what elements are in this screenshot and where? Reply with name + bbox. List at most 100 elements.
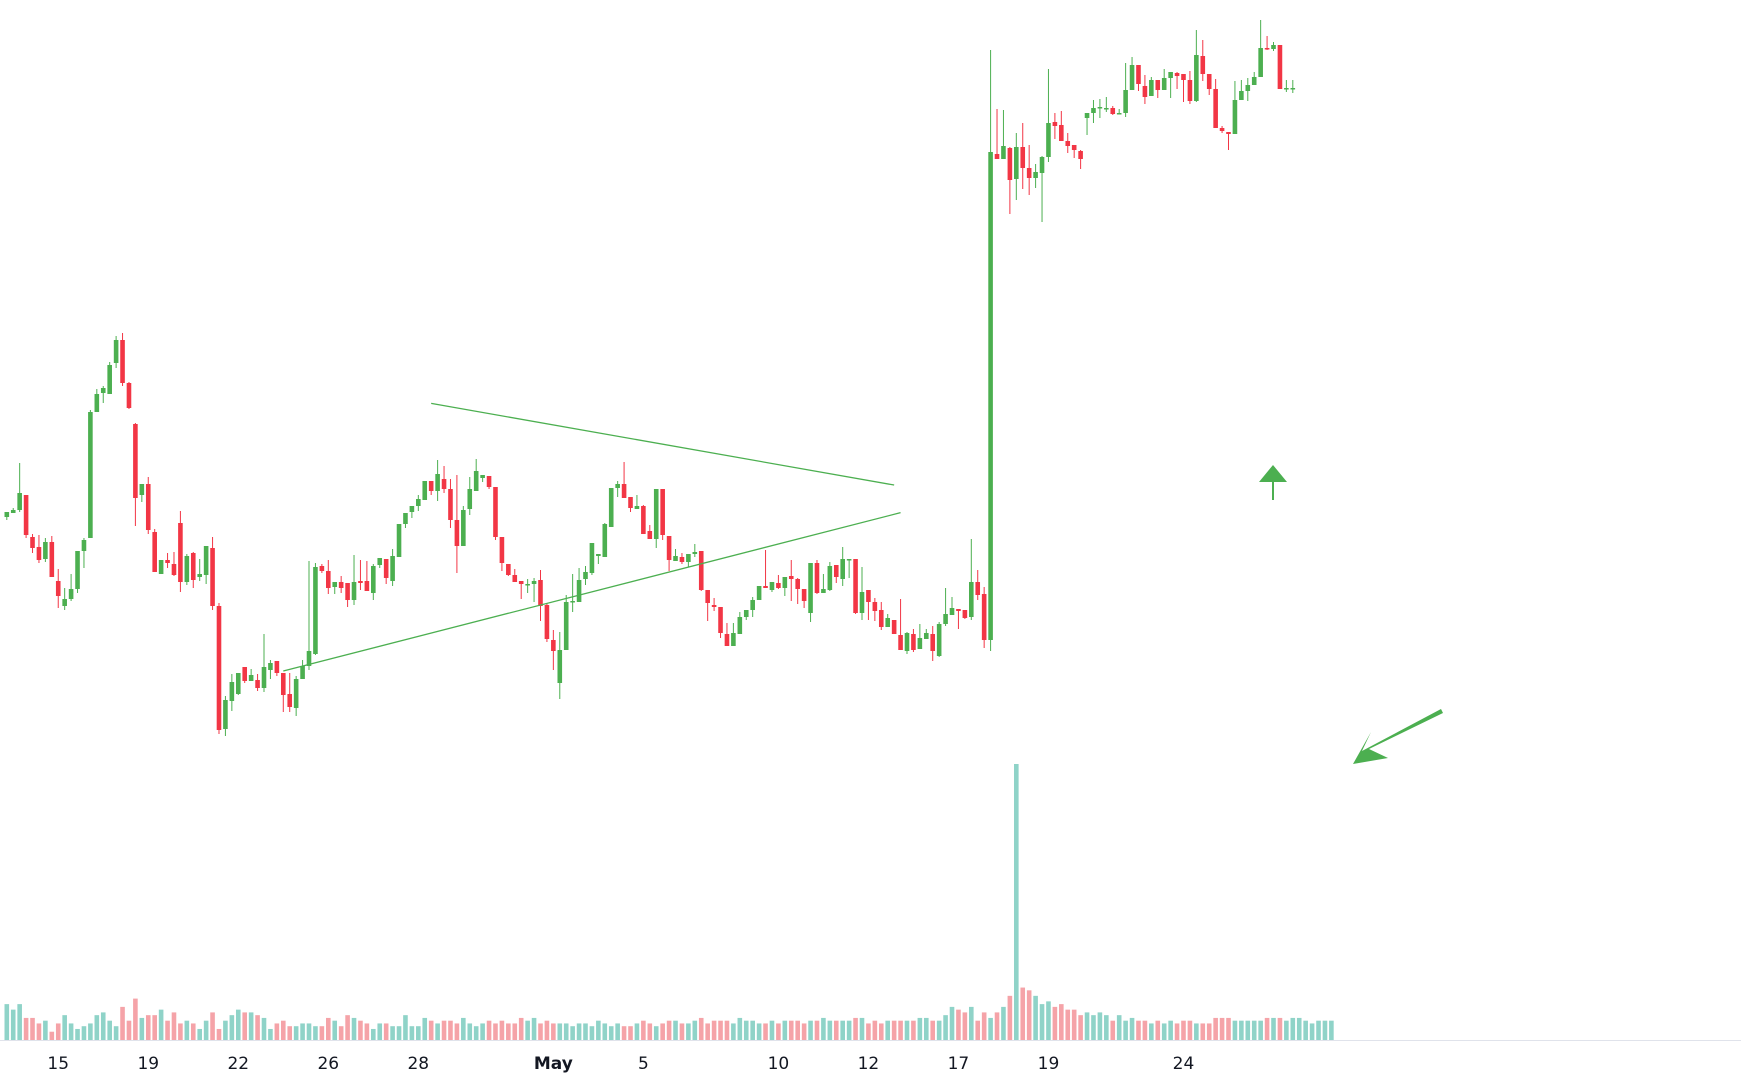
volume-bar (576, 1023, 582, 1040)
volume-bar (1290, 1017, 1296, 1040)
candle-body (827, 566, 833, 590)
candle-body (371, 566, 376, 593)
candle (1046, 69, 1051, 162)
volume-bar (416, 1026, 421, 1040)
candle-body (615, 484, 620, 488)
volume-bar (827, 1020, 833, 1040)
candle-body (551, 640, 556, 651)
candle (570, 574, 575, 612)
candle-body (544, 605, 550, 639)
volume-bar (769, 1020, 775, 1040)
candle-body (68, 589, 74, 599)
candle-body (62, 599, 67, 606)
candle-body (994, 154, 1000, 159)
volume-bar (493, 1023, 498, 1040)
candle (435, 460, 440, 501)
candle-body (1136, 65, 1141, 84)
x-tick-label: 12 (858, 1054, 880, 1074)
candle-body (416, 499, 421, 506)
candle-body (428, 481, 434, 491)
candle-body (422, 481, 428, 500)
volume-bar (1174, 1023, 1180, 1040)
candle (531, 578, 537, 602)
candle (1271, 42, 1276, 51)
candle (853, 559, 858, 614)
candle (634, 495, 640, 509)
candle-body (782, 577, 788, 588)
candle (615, 481, 620, 497)
candle-body (1078, 151, 1083, 159)
candle (293, 676, 299, 716)
candle-body (126, 383, 132, 408)
candle (846, 559, 852, 578)
volume-bar (338, 1026, 344, 1040)
volume-bar (120, 1006, 125, 1040)
candle (1104, 97, 1109, 112)
candle (1200, 40, 1206, 81)
volume-bar (274, 1023, 280, 1040)
candle-body (152, 532, 157, 572)
volume-bar (1181, 1020, 1186, 1040)
x-tick-label: May (534, 1054, 573, 1074)
volume-bar (724, 1020, 730, 1040)
candle (422, 481, 428, 500)
volume-bar (428, 1020, 434, 1040)
candle-body (184, 556, 190, 582)
candle (409, 506, 415, 518)
candle-body (788, 576, 794, 579)
volume-bar (1329, 1020, 1334, 1040)
candle-body (917, 638, 923, 649)
candle (1194, 30, 1199, 102)
candle (660, 489, 665, 540)
volume-bar (930, 1020, 936, 1040)
volume-bar (1097, 1012, 1103, 1040)
candle-body (563, 602, 569, 650)
candle (891, 620, 897, 634)
candle (1014, 133, 1019, 200)
candle (493, 487, 498, 540)
candle-body (718, 607, 723, 633)
candle-body (602, 524, 608, 557)
volume-bar (1039, 1004, 1045, 1040)
candle-body (190, 553, 196, 580)
volume-bar (1052, 1006, 1058, 1040)
candle (898, 599, 903, 650)
candle-body (306, 651, 312, 666)
candle (518, 581, 524, 599)
volume-bar (1033, 995, 1038, 1040)
volume-bar (1258, 1020, 1263, 1040)
candle-body (859, 592, 865, 613)
candle-body (1149, 80, 1154, 96)
candle (390, 549, 395, 586)
candle-body (313, 567, 318, 654)
candle (911, 629, 916, 652)
candle-body (833, 565, 839, 577)
candle-body (570, 601, 575, 603)
candle (223, 696, 228, 736)
candle (1007, 147, 1013, 214)
volume-bar (23, 1017, 29, 1040)
candle-body (165, 560, 170, 563)
volume-bar (1026, 990, 1032, 1040)
candle (268, 660, 273, 679)
candle-body (480, 475, 485, 478)
candle-body (936, 624, 942, 656)
candle (216, 603, 222, 734)
volume-bar (570, 1026, 575, 1040)
volume-bar (1271, 1017, 1276, 1040)
volume-bar (891, 1020, 897, 1040)
volume-bar (1014, 764, 1019, 1040)
volume-bar (10, 1009, 16, 1040)
annotation-layer (1259, 465, 1443, 764)
candle-body (660, 489, 665, 535)
candle-body (814, 563, 820, 593)
volume-bar (718, 1020, 723, 1040)
volume-bar (846, 1020, 852, 1040)
candle (94, 389, 100, 412)
candle (49, 536, 55, 577)
volume-bar (679, 1023, 685, 1040)
volume-bar (1129, 1017, 1135, 1040)
candle (795, 578, 800, 604)
candle-body (338, 582, 344, 588)
volume-bar (448, 1020, 453, 1040)
